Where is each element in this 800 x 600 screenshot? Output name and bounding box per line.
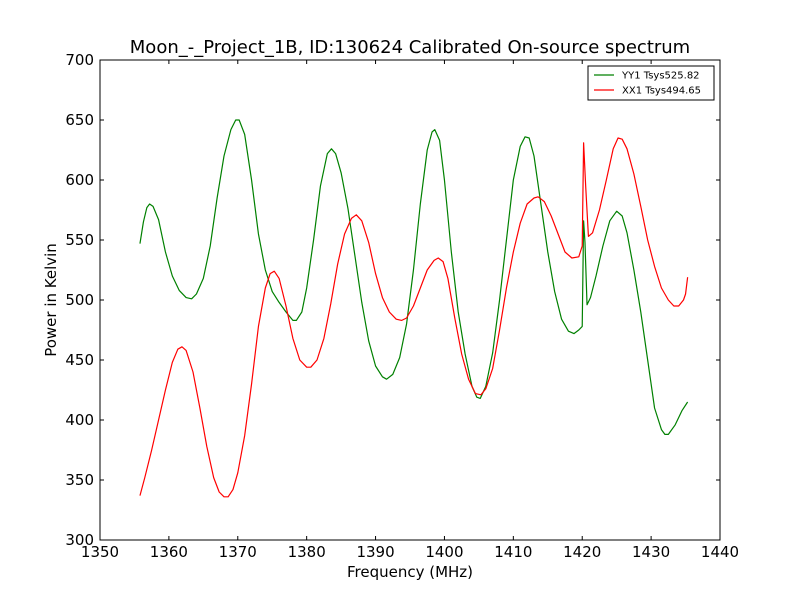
y-axis-title: Power in Kelvin [42, 243, 60, 357]
y-tick-label: 700 [65, 51, 94, 69]
chart-title: Moon_-_Project_1B, ID:130624 Calibrated … [130, 37, 690, 58]
x-tick-label: 1420 [563, 543, 601, 561]
x-tick-label: 1370 [219, 543, 257, 561]
x-axis-title: Frequency (MHz) [347, 563, 473, 581]
x-tick-label: 1350 [81, 543, 119, 561]
series-layer [139, 119, 689, 498]
legend: YY1 Tsys525.82 XX1 Tsys494.65 [587, 65, 715, 101]
y-tick-label: 650 [65, 111, 94, 129]
y-tick-label: 450 [65, 351, 94, 369]
x-tick-label: 1440 [701, 543, 739, 561]
x-tick-label: 1430 [632, 543, 670, 561]
x-tick-label: 1360 [150, 543, 188, 561]
legend-label-1: YY1 Tsys525.82 [621, 71, 700, 82]
tick-layer: 1350 1360 1370 1380 1390 1400 1410 1420 1430 1440… [65, 51, 739, 561]
plot-area: 1350 1360 1370 1380 1390 1400 1410 1420 1430 1440… [65, 51, 739, 561]
x-tick-label: 1400 [425, 543, 463, 561]
y-tick-label: 550 [65, 231, 94, 249]
series-line-1 [139, 119, 689, 435]
legend-label-2: XX1 Tsys494.65 [622, 86, 701, 97]
legend-box [587, 65, 715, 101]
x-tick-label: 1380 [288, 543, 326, 561]
y-tick-label: 500 [65, 291, 94, 309]
x-tick-label: 1410 [494, 543, 532, 561]
y-tick-label: 350 [65, 471, 94, 489]
x-tick-label: 1390 [356, 543, 394, 561]
series-line-2 [139, 137, 689, 498]
y-tick-label: 600 [65, 171, 94, 189]
y-tick-label: 300 [65, 531, 94, 549]
y-tick-label: 400 [65, 411, 94, 429]
